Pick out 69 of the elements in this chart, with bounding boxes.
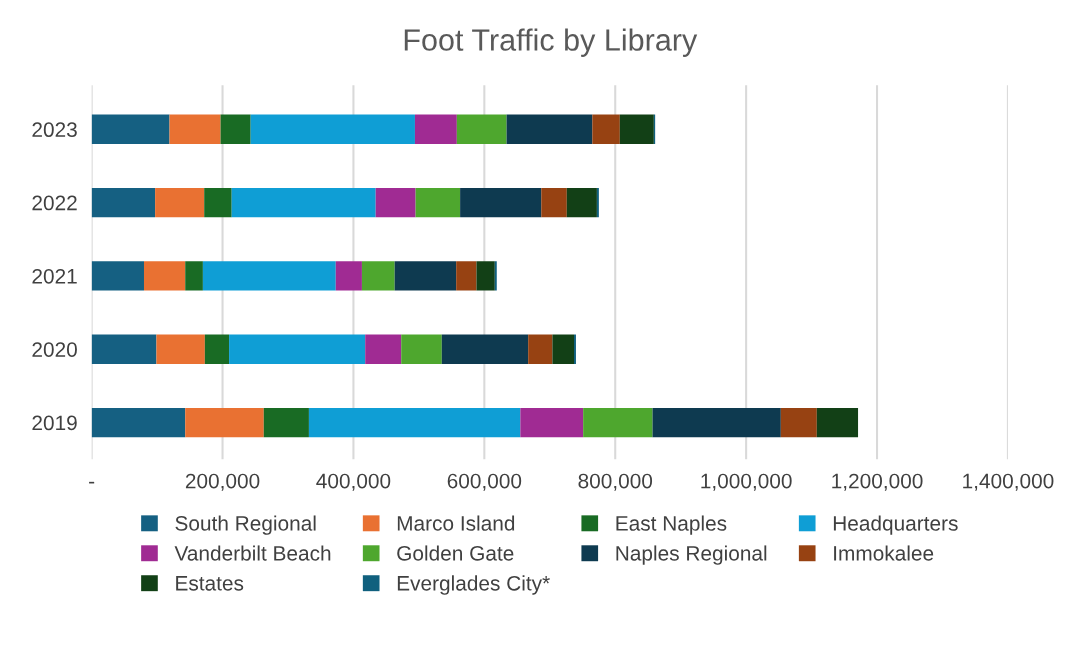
bar [204,334,230,364]
legend-label: South Regional [175,515,316,535]
bar [155,187,205,218]
bar [816,407,859,438]
bar [414,114,457,144]
bar [780,407,817,438]
bar [202,261,336,291]
bar [566,187,597,218]
bar [308,407,521,438]
bar [250,114,415,144]
bar [361,261,395,291]
bar [520,407,584,438]
bar [456,114,507,144]
x-tick-label: 800,000 [578,473,653,491]
bar [229,334,366,364]
legend-label: Naples Regional [616,545,767,565]
y-tick-label: 2020 [32,342,77,357]
chart-title: Foot Traffic by Library [404,28,698,57]
bar [552,334,574,364]
bar [91,114,170,144]
legend-label: Immokalee [834,545,934,561]
legend-label: Headquarters [833,515,958,535]
bar [91,334,157,364]
bar [460,187,542,218]
bar [185,407,264,438]
bar [263,407,309,438]
x-tick-label: 200,000 [185,473,260,491]
bar [91,261,144,291]
bar [204,187,232,218]
bar [541,187,567,218]
legend-label: Vanderbilt Beach [174,545,331,561]
bar [528,334,553,364]
y-tick-label: 2022 [32,195,77,211]
bar [619,114,654,144]
bar [652,407,781,438]
legend-label: East Naples [616,515,727,535]
bar [476,261,495,291]
legend-label: Golden Gate [397,545,514,561]
bar [375,187,416,218]
y-tick-label: 2021 [32,268,77,284]
y-tick-label: 2019 [32,415,77,431]
x-tick-label: 1,200,000 [832,473,923,491]
bar [592,114,620,144]
bar [185,261,203,291]
bar [220,114,251,144]
bar [231,187,376,218]
bar [91,187,156,218]
bar [91,407,186,438]
y-tick-label: 2023 [32,122,77,138]
bar [143,261,186,291]
legend-label: Everglades City* [397,575,550,595]
bar [441,334,529,364]
bar [583,407,653,438]
bar [456,261,477,291]
bar [365,334,402,364]
bar [506,114,593,144]
x-tick-label: 400,000 [316,473,391,491]
x-tick-label: 1,000,000 [701,473,792,491]
legend-label: Estates [176,576,244,591]
legend-label: Marco Island [397,515,515,531]
bar [394,261,457,291]
x-tick-label: 1,400,000 [963,473,1054,491]
x-tick-label: - [89,481,95,484]
bar [169,114,221,144]
bar [415,187,461,218]
bar [401,334,442,364]
x-tick-label: 600,000 [447,473,522,491]
bar [156,334,205,364]
bar [335,261,362,291]
